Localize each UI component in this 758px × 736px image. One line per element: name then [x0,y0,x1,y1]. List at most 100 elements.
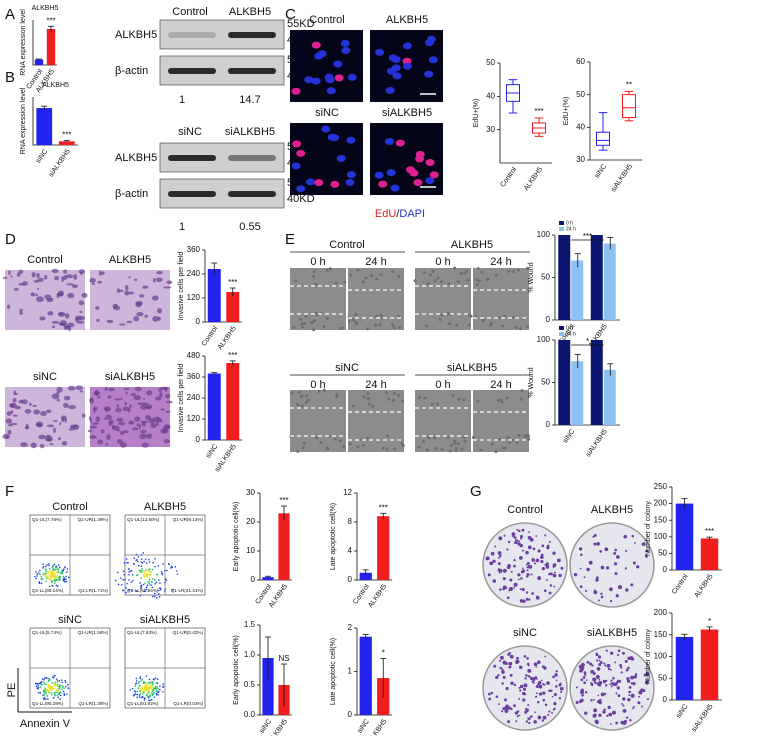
panel-letter: B [5,69,15,86]
event [164,588,167,591]
colony [528,675,531,678]
significance: * [382,649,385,658]
x-tick-label: Control [499,166,518,189]
label: 40KD [287,193,315,205]
cell [12,414,18,417]
colony [607,667,611,671]
event [46,564,48,566]
colony [573,572,578,577]
event [58,680,61,682]
cell [20,442,28,448]
cell [56,386,63,393]
colony [593,590,598,595]
cell [446,311,450,315]
event [146,688,149,691]
colony [508,661,513,666]
colony [517,578,520,581]
y-axis-label: Late apoptotic cell(%) [330,638,337,705]
event [150,687,153,690]
bar [700,629,719,700]
colony [544,534,547,537]
label: siNC [58,614,82,626]
cell [503,314,507,318]
colony [599,660,603,664]
label: Control [507,504,542,516]
cell [314,283,318,287]
event [156,685,158,688]
y-tick-label: 2 [348,623,353,632]
event [45,698,47,700]
colony [630,682,633,685]
event [54,681,57,684]
event [135,680,138,682]
nucleus [306,178,316,186]
bar [262,658,274,715]
nucleus [386,169,396,177]
colony [497,556,500,559]
cell [457,397,461,401]
cell [79,310,83,314]
cell [63,325,70,330]
event [37,691,40,694]
event [131,579,134,582]
legend-swatch [559,332,564,336]
colony [619,663,622,667]
colony [631,707,634,710]
cell [297,390,301,394]
cell [326,447,330,451]
colony [626,677,630,681]
event [158,587,161,589]
cell [146,390,153,396]
y-tick-label: 60 [576,57,585,66]
event [140,553,143,556]
event [38,581,40,584]
cell [143,397,146,401]
colony [523,683,528,688]
colony [530,715,533,718]
event [51,682,54,684]
y-tick-label: 12 [343,488,352,497]
cell [515,441,519,445]
cell [137,402,146,406]
colony [589,662,593,666]
cell [367,402,371,406]
colony [627,698,631,702]
bar [58,141,75,145]
event [155,692,158,695]
cell [93,407,96,414]
cell [19,311,24,315]
cell [35,293,38,297]
cell [36,272,40,279]
y-tick-label: 0 [251,575,256,584]
cell [506,436,510,440]
bar [590,340,603,425]
colony [513,558,516,562]
colony [517,542,521,546]
cell [385,447,389,451]
cell [79,390,83,393]
event [35,577,38,580]
event [136,696,139,699]
colony [560,566,564,570]
cell [22,281,28,286]
colony [575,700,579,704]
event [152,682,154,684]
colony [516,656,519,660]
nucleus [292,140,302,148]
event [64,679,66,682]
bar [34,59,44,65]
cell [425,448,429,452]
cell [519,397,523,401]
colony [509,654,514,659]
colony [595,653,599,657]
event [50,691,52,694]
cell [505,396,509,400]
colony [611,683,614,686]
cell [398,325,402,329]
cell [119,441,127,448]
event [139,676,142,678]
cell [124,285,129,291]
cell [111,425,120,431]
colony [548,572,551,576]
x-tick-label: siNC [259,718,273,734]
